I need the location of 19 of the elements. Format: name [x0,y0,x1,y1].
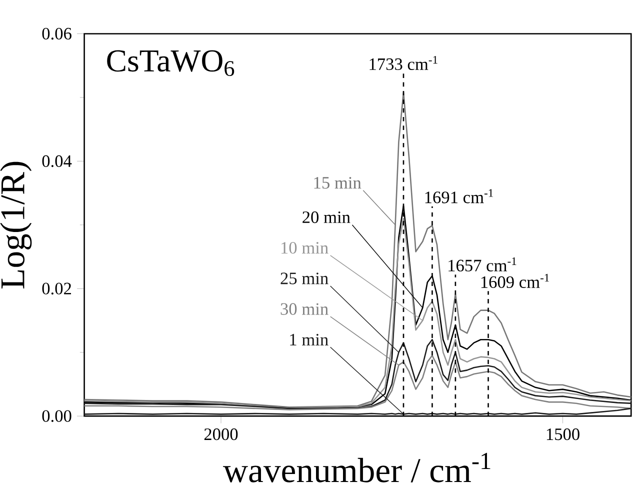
y-tick-label: 0.04 [42,155,72,168]
ref-line-label: 1657 cm$^{-1}$ [448,257,516,272]
ref-line-label: 1733 cm$^{-1}$ [370,56,438,70]
text: 25 min [280,272,328,284]
x-tick-label: 1500 [546,428,580,440]
text: 10 min [281,242,328,254]
ref-line-label: 1691 cm$^{-1}$ [425,189,493,204]
text: 20 min [302,211,350,224]
text: 1 min [290,334,328,346]
text: 15 min [314,176,362,189]
y-tick-label: 0.06 [42,28,72,40]
y-tick-label: 0.00 [42,410,72,422]
ref-line-label: 1609 cm$^{-1}$ [481,274,549,288]
x-tick-label: 2000 [204,428,238,440]
y-tick-label: 0.02 [42,282,71,295]
text: 30 min [280,303,328,315]
y-axis-title: Log(1/R) [0,162,32,288]
x-axis-title: wavenumber / cm$^{-1}$ [223,452,490,482]
chart-title: CsTaWO$_{6}$ [107,50,234,76]
